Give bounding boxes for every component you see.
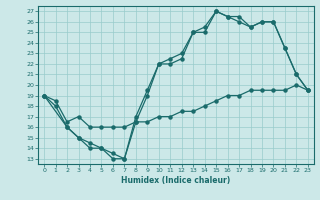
- X-axis label: Humidex (Indice chaleur): Humidex (Indice chaleur): [121, 176, 231, 185]
